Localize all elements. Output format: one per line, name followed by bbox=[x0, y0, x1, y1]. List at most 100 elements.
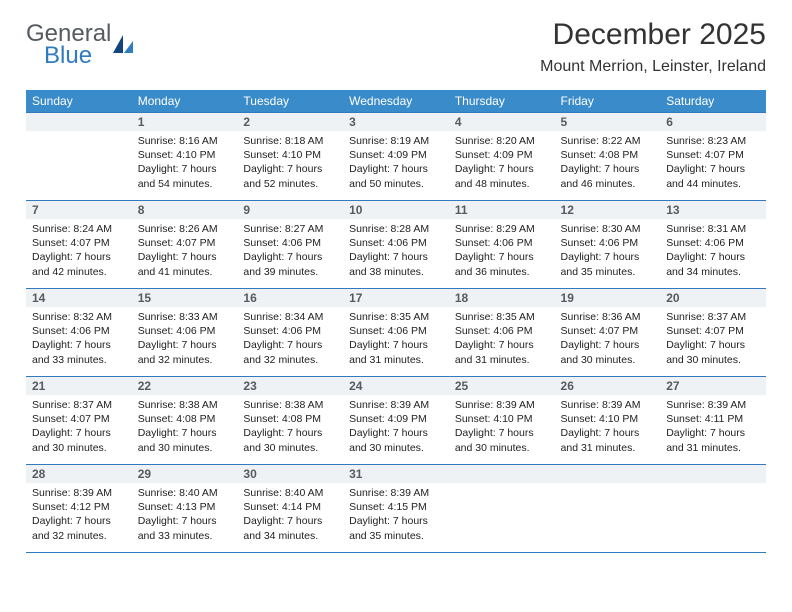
sunrise-text: Sunrise: 8:31 AM bbox=[666, 222, 760, 236]
day-number: 11 bbox=[449, 200, 555, 219]
day-number: 5 bbox=[555, 112, 661, 131]
calendar-day-cell: 26Sunrise: 8:39 AMSunset: 4:10 PMDayligh… bbox=[555, 376, 661, 464]
day-details: Sunrise: 8:19 AMSunset: 4:09 PMDaylight:… bbox=[343, 131, 449, 191]
daylight-text: Daylight: 7 hours and 39 minutes. bbox=[243, 250, 337, 278]
sunrise-text: Sunrise: 8:28 AM bbox=[349, 222, 443, 236]
sunset-text: Sunset: 4:08 PM bbox=[561, 148, 655, 162]
calendar-day-cell bbox=[449, 464, 555, 552]
day-details: Sunrise: 8:22 AMSunset: 4:08 PMDaylight:… bbox=[555, 131, 661, 191]
calendar-day-cell: 21Sunrise: 8:37 AMSunset: 4:07 PMDayligh… bbox=[26, 376, 132, 464]
calendar-day-cell: 2Sunrise: 8:18 AMSunset: 4:10 PMDaylight… bbox=[237, 112, 343, 200]
daylight-text: Daylight: 7 hours and 35 minutes. bbox=[561, 250, 655, 278]
daylight-text: Daylight: 7 hours and 33 minutes. bbox=[32, 338, 126, 366]
day-number: 17 bbox=[343, 288, 449, 307]
day-details: Sunrise: 8:31 AMSunset: 4:06 PMDaylight:… bbox=[660, 219, 766, 279]
calendar-day-cell bbox=[555, 464, 661, 552]
day-number: 6 bbox=[660, 112, 766, 131]
calendar-bottom-rule bbox=[26, 552, 766, 554]
sunset-text: Sunset: 4:06 PM bbox=[243, 236, 337, 250]
sunrise-text: Sunrise: 8:16 AM bbox=[138, 134, 232, 148]
calendar-week-row: 28Sunrise: 8:39 AMSunset: 4:12 PMDayligh… bbox=[26, 464, 766, 552]
calendar-day-cell: 12Sunrise: 8:30 AMSunset: 4:06 PMDayligh… bbox=[555, 200, 661, 288]
day-details: Sunrise: 8:39 AMSunset: 4:10 PMDaylight:… bbox=[449, 395, 555, 455]
day-details: Sunrise: 8:35 AMSunset: 4:06 PMDaylight:… bbox=[449, 307, 555, 367]
logo-text: General Blue bbox=[26, 22, 111, 68]
calendar-day-cell bbox=[26, 112, 132, 200]
day-details: Sunrise: 8:39 AMSunset: 4:11 PMDaylight:… bbox=[660, 395, 766, 455]
day-number: 29 bbox=[132, 464, 238, 483]
calendar-table: SundayMondayTuesdayWednesdayThursdayFrid… bbox=[26, 90, 766, 552]
sunrise-text: Sunrise: 8:30 AM bbox=[561, 222, 655, 236]
sunrise-text: Sunrise: 8:35 AM bbox=[349, 310, 443, 324]
daylight-text: Daylight: 7 hours and 50 minutes. bbox=[349, 162, 443, 190]
calendar-day-cell: 4Sunrise: 8:20 AMSunset: 4:09 PMDaylight… bbox=[449, 112, 555, 200]
day-details: Sunrise: 8:27 AMSunset: 4:06 PMDaylight:… bbox=[237, 219, 343, 279]
sunrise-text: Sunrise: 8:27 AM bbox=[243, 222, 337, 236]
day-details: Sunrise: 8:18 AMSunset: 4:10 PMDaylight:… bbox=[237, 131, 343, 191]
day-number: 26 bbox=[555, 376, 661, 395]
sunrise-text: Sunrise: 8:38 AM bbox=[138, 398, 232, 412]
day-details: Sunrise: 8:23 AMSunset: 4:07 PMDaylight:… bbox=[660, 131, 766, 191]
daylight-text: Daylight: 7 hours and 35 minutes. bbox=[349, 514, 443, 542]
day-number: 12 bbox=[555, 200, 661, 219]
day-details: Sunrise: 8:35 AMSunset: 4:06 PMDaylight:… bbox=[343, 307, 449, 367]
weekday-header: Friday bbox=[555, 90, 661, 112]
sunrise-text: Sunrise: 8:37 AM bbox=[32, 398, 126, 412]
daylight-text: Daylight: 7 hours and 30 minutes. bbox=[349, 426, 443, 454]
daylight-text: Daylight: 7 hours and 30 minutes. bbox=[32, 426, 126, 454]
daylight-text: Daylight: 7 hours and 30 minutes. bbox=[561, 338, 655, 366]
sunset-text: Sunset: 4:06 PM bbox=[349, 324, 443, 338]
sunset-text: Sunset: 4:11 PM bbox=[666, 412, 760, 426]
calendar-day-cell: 16Sunrise: 8:34 AMSunset: 4:06 PMDayligh… bbox=[237, 288, 343, 376]
weekday-header: Wednesday bbox=[343, 90, 449, 112]
day-details: Sunrise: 8:39 AMSunset: 4:10 PMDaylight:… bbox=[555, 395, 661, 455]
header-row: General Blue December 2025 Mount Merrion… bbox=[26, 18, 766, 76]
daylight-text: Daylight: 7 hours and 30 minutes. bbox=[138, 426, 232, 454]
day-number: 25 bbox=[449, 376, 555, 395]
day-number: 22 bbox=[132, 376, 238, 395]
sunset-text: Sunset: 4:06 PM bbox=[455, 324, 549, 338]
sunset-text: Sunset: 4:13 PM bbox=[138, 500, 232, 514]
sunset-text: Sunset: 4:06 PM bbox=[243, 324, 337, 338]
sunset-text: Sunset: 4:07 PM bbox=[666, 148, 760, 162]
daylight-text: Daylight: 7 hours and 48 minutes. bbox=[455, 162, 549, 190]
calendar-week-row: 7Sunrise: 8:24 AMSunset: 4:07 PMDaylight… bbox=[26, 200, 766, 288]
daylight-text: Daylight: 7 hours and 31 minutes. bbox=[666, 426, 760, 454]
sunset-text: Sunset: 4:09 PM bbox=[349, 148, 443, 162]
calendar-day-cell: 27Sunrise: 8:39 AMSunset: 4:11 PMDayligh… bbox=[660, 376, 766, 464]
sunset-text: Sunset: 4:07 PM bbox=[561, 324, 655, 338]
sunrise-text: Sunrise: 8:22 AM bbox=[561, 134, 655, 148]
daylight-text: Daylight: 7 hours and 41 minutes. bbox=[138, 250, 232, 278]
sunset-text: Sunset: 4:07 PM bbox=[138, 236, 232, 250]
weekday-header: Saturday bbox=[660, 90, 766, 112]
day-number bbox=[26, 112, 132, 131]
day-details: Sunrise: 8:32 AMSunset: 4:06 PMDaylight:… bbox=[26, 307, 132, 367]
calendar-day-cell: 18Sunrise: 8:35 AMSunset: 4:06 PMDayligh… bbox=[449, 288, 555, 376]
day-number: 31 bbox=[343, 464, 449, 483]
sunset-text: Sunset: 4:06 PM bbox=[666, 236, 760, 250]
daylight-text: Daylight: 7 hours and 33 minutes. bbox=[138, 514, 232, 542]
calendar-day-cell: 29Sunrise: 8:40 AMSunset: 4:13 PMDayligh… bbox=[132, 464, 238, 552]
sunrise-text: Sunrise: 8:37 AM bbox=[666, 310, 760, 324]
sunset-text: Sunset: 4:09 PM bbox=[455, 148, 549, 162]
daylight-text: Daylight: 7 hours and 32 minutes. bbox=[138, 338, 232, 366]
sunset-text: Sunset: 4:10 PM bbox=[138, 148, 232, 162]
day-number bbox=[555, 464, 661, 483]
sunrise-text: Sunrise: 8:39 AM bbox=[349, 486, 443, 500]
daylight-text: Daylight: 7 hours and 54 minutes. bbox=[138, 162, 232, 190]
day-details: Sunrise: 8:33 AMSunset: 4:06 PMDaylight:… bbox=[132, 307, 238, 367]
weekday-header: Thursday bbox=[449, 90, 555, 112]
calendar-day-cell: 11Sunrise: 8:29 AMSunset: 4:06 PMDayligh… bbox=[449, 200, 555, 288]
day-details: Sunrise: 8:28 AMSunset: 4:06 PMDaylight:… bbox=[343, 219, 449, 279]
daylight-text: Daylight: 7 hours and 42 minutes. bbox=[32, 250, 126, 278]
day-number: 9 bbox=[237, 200, 343, 219]
day-number: 19 bbox=[555, 288, 661, 307]
day-number: 3 bbox=[343, 112, 449, 131]
day-number: 23 bbox=[237, 376, 343, 395]
calendar-week-row: 1Sunrise: 8:16 AMSunset: 4:10 PMDaylight… bbox=[26, 112, 766, 200]
sunrise-text: Sunrise: 8:20 AM bbox=[455, 134, 549, 148]
day-details: Sunrise: 8:16 AMSunset: 4:10 PMDaylight:… bbox=[132, 131, 238, 191]
day-number: 28 bbox=[26, 464, 132, 483]
sunset-text: Sunset: 4:10 PM bbox=[455, 412, 549, 426]
sunset-text: Sunset: 4:15 PM bbox=[349, 500, 443, 514]
